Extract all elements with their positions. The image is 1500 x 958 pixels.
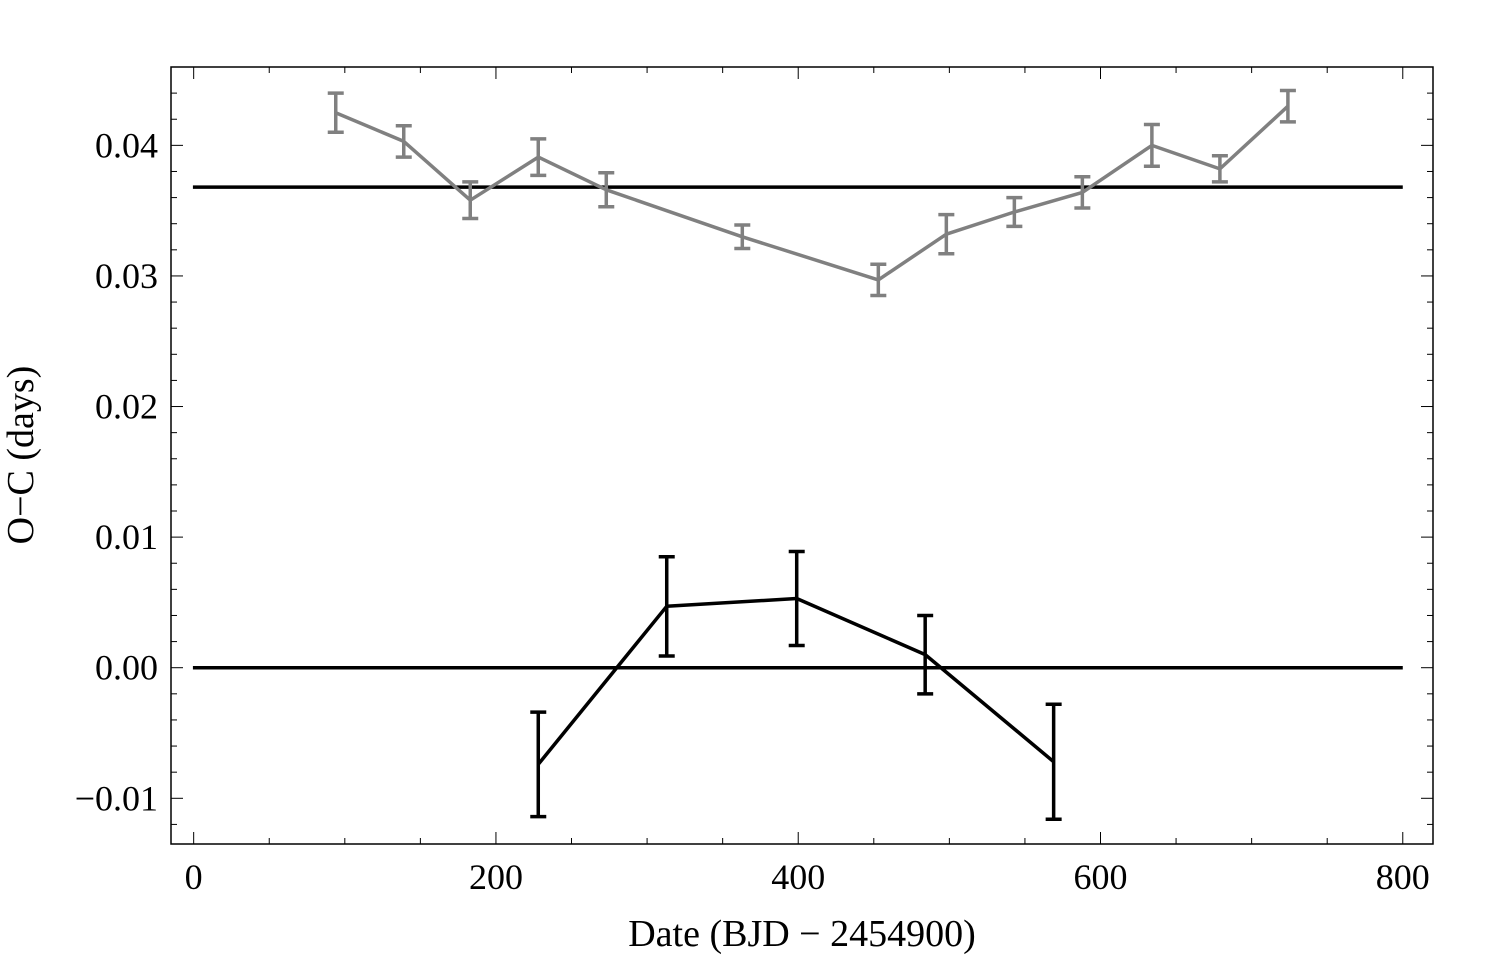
x-axis-label: Date (BJD − 2454900) [628, 913, 976, 955]
error-bar [1045, 702, 1062, 821]
x-tick-label: 400 [771, 857, 825, 897]
y-tick-label: 0.04 [95, 125, 158, 165]
axis-ticks [171, 66, 1433, 844]
x-tick-label: 800 [1376, 857, 1430, 897]
error-bar [938, 212, 955, 256]
error-bar [1279, 88, 1296, 124]
error-bar [1006, 195, 1023, 229]
series-line [335, 104, 1290, 282]
y-tick-label: 0.00 [95, 648, 158, 688]
x-tick-label: 200 [469, 857, 523, 897]
error-bar [530, 137, 547, 178]
y-tick-label: 0.03 [95, 256, 158, 296]
x-tick-label: 0 [185, 857, 203, 897]
error-bar [598, 171, 615, 209]
x-tick-label: 600 [1073, 857, 1127, 897]
y-tick-label: 0.01 [95, 517, 158, 557]
error-bar [917, 613, 934, 696]
y-tick-labels: −0.01 0.00 0.01 0.02 0.03 0.04 [75, 125, 158, 818]
plot-frame [170, 66, 1434, 845]
error-bar [327, 91, 344, 135]
series-1 [327, 88, 1296, 298]
error-bar [1143, 122, 1160, 168]
y-axis-label: O−C (days) [0, 366, 42, 545]
error-bar [1074, 174, 1091, 210]
error-bar [530, 710, 547, 819]
error-bar [462, 180, 479, 221]
error-bar [1211, 154, 1228, 184]
series-layer [327, 88, 1296, 821]
error-bar [788, 549, 805, 648]
error-bar [734, 223, 751, 251]
y-tick-label: 0.02 [95, 387, 158, 427]
x-tick-labels: 0 200 400 600 800 [185, 857, 1430, 897]
series-2 [530, 549, 1062, 821]
error-bar [395, 124, 412, 159]
error-bar [658, 554, 675, 658]
error-bar [870, 262, 887, 298]
y-tick-label: −0.01 [75, 778, 158, 818]
reference-lines [192, 185, 1403, 670]
